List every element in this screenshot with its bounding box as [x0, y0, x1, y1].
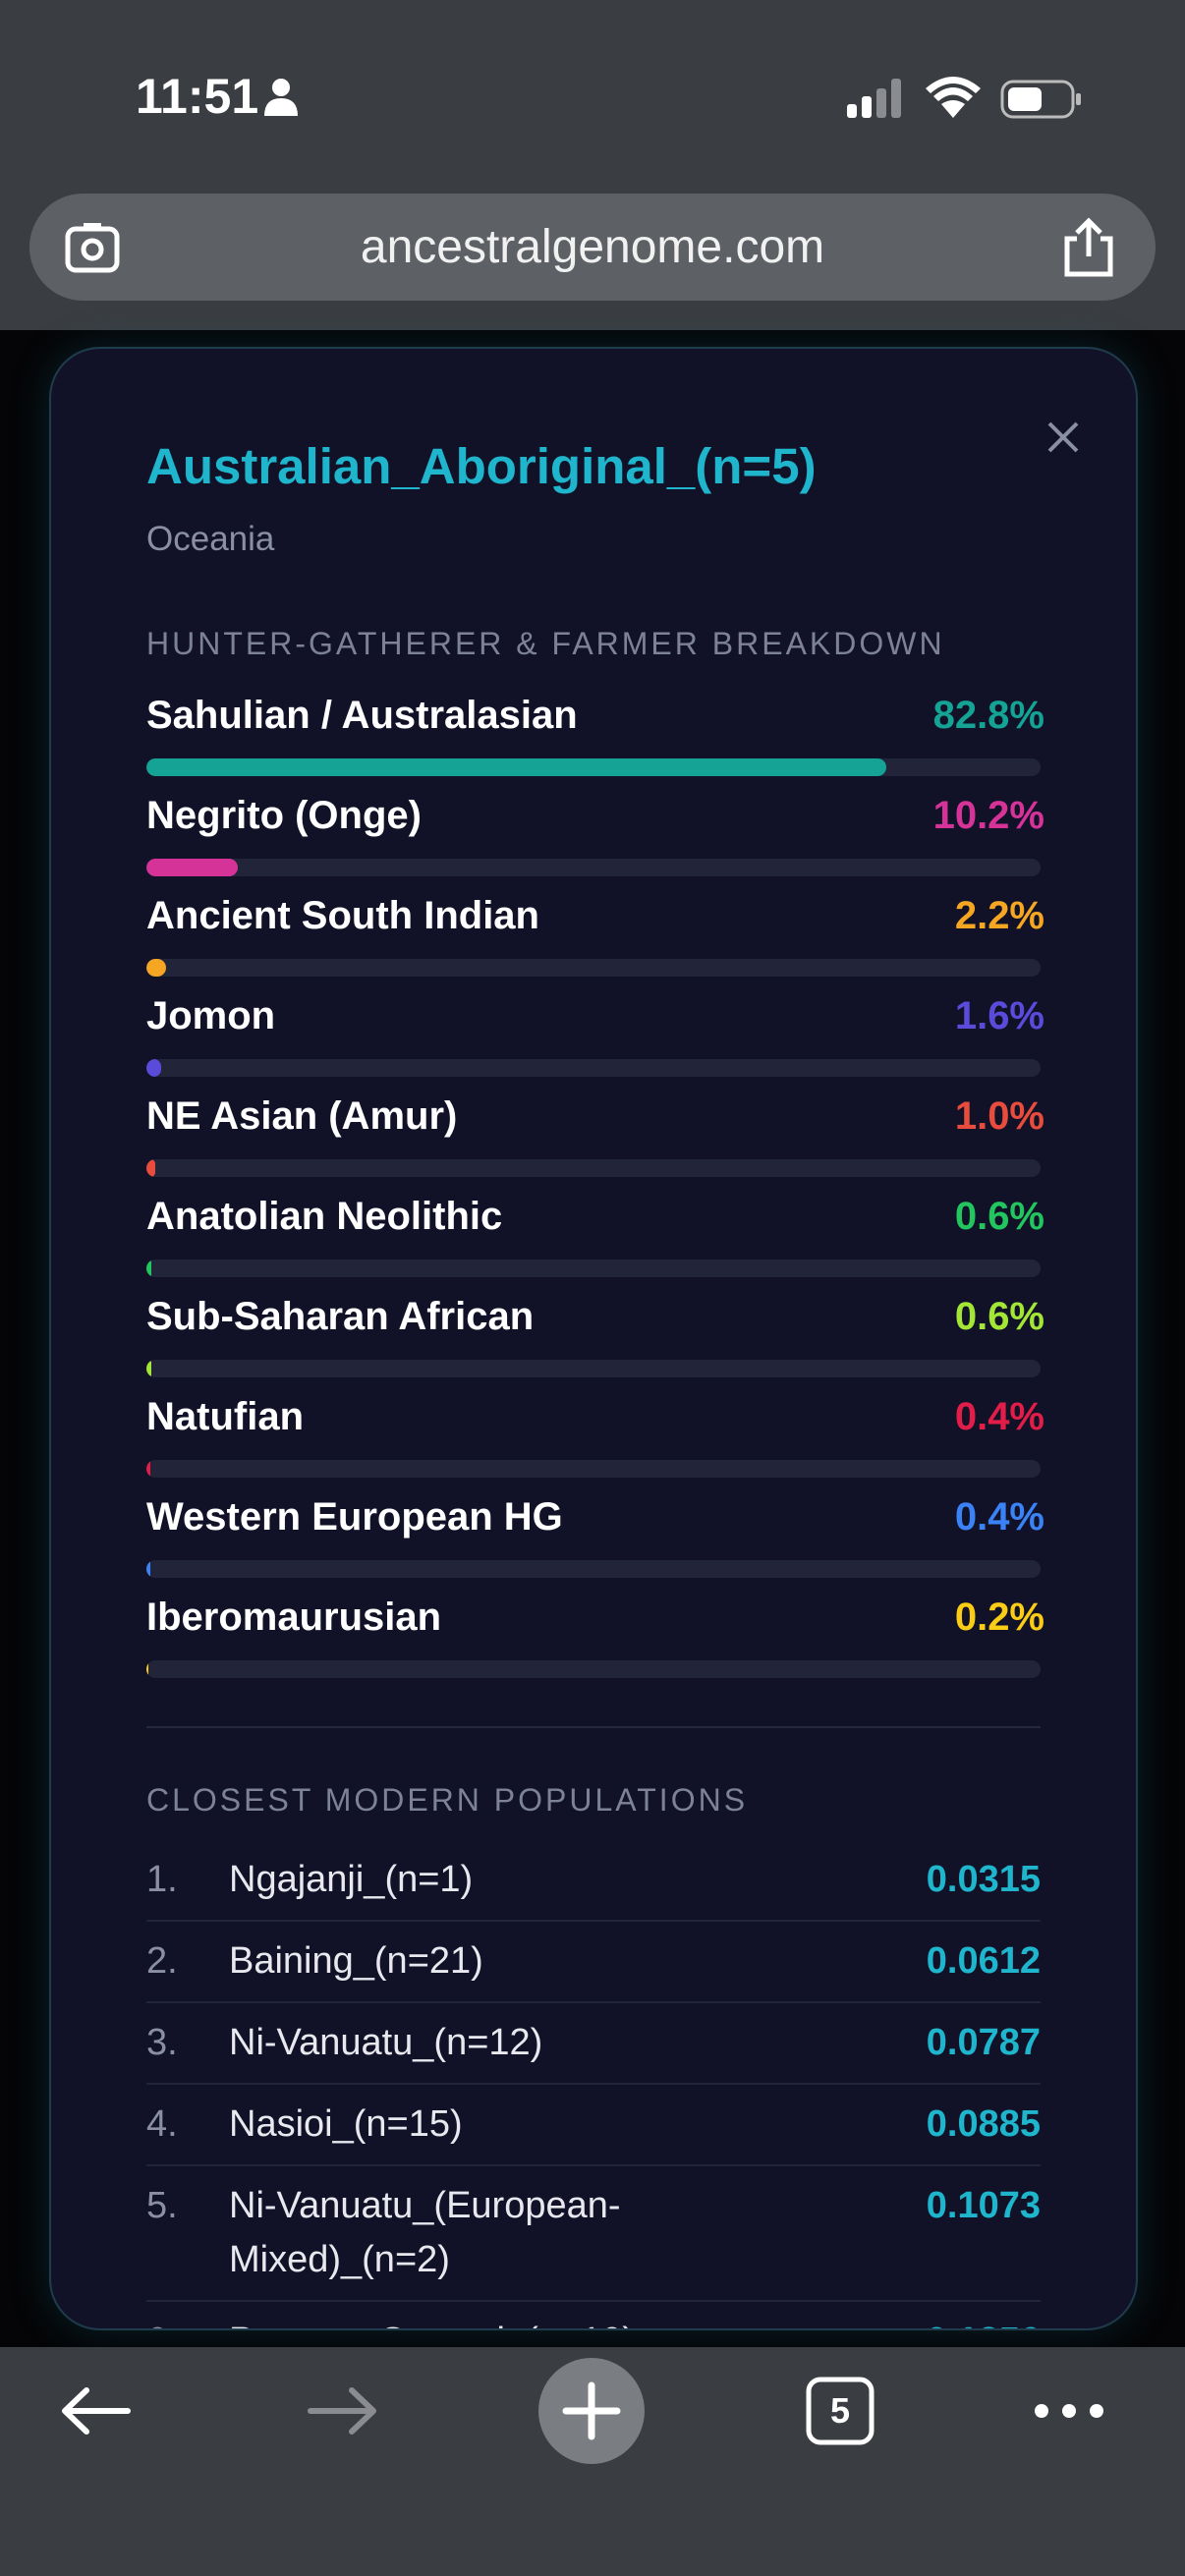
- ancestry-name: Jomon: [146, 994, 276, 1037]
- population-name: Papuan_Coastal_(n=10): [229, 2315, 691, 2328]
- status-time: 11:51: [136, 69, 259, 124]
- distance: 0.1256: [927, 2315, 1041, 2328]
- ancestry-bar: [146, 1660, 148, 1678]
- ancestry-percent: 10.2%: [932, 794, 1044, 837]
- ancestry-percent: 0.4%: [954, 1495, 1044, 1539]
- distance: 0.0787: [926, 2022, 1041, 2063]
- ancestry-bar: [146, 959, 167, 977]
- ancestry-name: Sahulian / Australasian: [146, 694, 578, 737]
- section-heading: HUNTER-GATHERER & FARMER BREAKDOWN: [146, 626, 945, 661]
- ancestry-bar: [146, 1059, 161, 1077]
- bar-track: [146, 859, 1041, 876]
- distance: 0.0885: [926, 2103, 1041, 2145]
- browser-top: 11:51 ancestralgenome.com: [0, 0, 1185, 330]
- rank: 3.: [146, 2022, 178, 2063]
- back-button[interactable]: [59, 2386, 132, 2436]
- bar-track: [146, 1560, 1041, 1578]
- tab-count[interactable]: 5: [829, 2390, 851, 2431]
- distance: 0.0315: [926, 1859, 1041, 1900]
- ancestry-name: Sub-Saharan African: [146, 1295, 535, 1338]
- rank: 4.: [146, 2103, 178, 2145]
- ancestry-percent: 1.6%: [954, 994, 1044, 1037]
- tabs-box[interactable]: [805, 2376, 875, 2446]
- panel-title: Australian_Aboriginal_(n=5): [146, 438, 817, 494]
- new-tab-button[interactable]: [538, 2358, 645, 2464]
- ancestry-bar: [146, 1560, 150, 1578]
- distance: 0.1073: [926, 2185, 1041, 2226]
- population-name: Baining_(n=21): [229, 1940, 483, 1982]
- ancestry-name: Ancient South Indian: [146, 894, 539, 937]
- url-text[interactable]: ancestralgenome.com: [360, 221, 825, 273]
- close-button[interactable]: [1044, 418, 1083, 457]
- population-row: 2. Baining_(n=21) 0.0612: [146, 1922, 1041, 2003]
- forward-button[interactable]: [307, 2386, 379, 2436]
- ancestry-bar: [146, 1159, 156, 1177]
- population-name: Ni-Vanuatu_(n=12): [229, 2022, 543, 2063]
- ancestry-name: Iberomaurusian: [146, 1596, 442, 1639]
- section-heading: CLOSEST MODERN POPULATIONS: [146, 1782, 749, 1818]
- lens-icon[interactable]: [64, 219, 121, 276]
- ancestry-name: Anatolian Neolithic: [146, 1195, 503, 1238]
- ancestry-name: Natufian: [146, 1395, 304, 1438]
- bar-track: [146, 1059, 1041, 1077]
- bar-track: [146, 1460, 1041, 1478]
- bar-track: [146, 1660, 1041, 1678]
- ancestry-percent: 0.6%: [954, 1195, 1044, 1238]
- bar-track: [146, 1159, 1041, 1177]
- ancestry-percent: 1.0%: [954, 1094, 1044, 1138]
- rank: 5.: [146, 2185, 178, 2226]
- distance: 0.0612: [926, 1940, 1041, 1982]
- population-name: Ni-Vanuatu_(European-Mixed)_(n=2): [229, 2185, 621, 2280]
- url-bar[interactable]: ancestralgenome.com: [29, 194, 1156, 301]
- bar-track: [146, 959, 1041, 977]
- share-icon[interactable]: [1061, 217, 1116, 278]
- bar-track: [146, 1260, 1041, 1277]
- rank: 2.: [146, 1940, 178, 1982]
- ancestry-percent: 0.4%: [954, 1395, 1044, 1438]
- ancestry-percent: 0.2%: [954, 1596, 1044, 1639]
- population-list: 1. Ngajanji_(n=1) 0.0315 2. Baining_(n=21) 0.…: [146, 1840, 1041, 2328]
- ancestry-name: NE Asian (Amur): [146, 1094, 458, 1138]
- ancestry-bar: [146, 758, 887, 776]
- population-panel: Australian_Aboriginal_(n=5) Oceania HUNT…: [49, 347, 1138, 2330]
- population-row: 3. Ni-Vanuatu_(n=12) 0.0787: [146, 2003, 1041, 2085]
- bar-track: [146, 758, 1041, 776]
- bar-track: [146, 1360, 1041, 1377]
- divider: [146, 1726, 1041, 1728]
- rank: 1.: [146, 1859, 178, 1900]
- ancestry-percent: 2.2%: [954, 894, 1044, 937]
- panel-subtitle: Oceania: [146, 520, 275, 558]
- rank: 6.: [146, 2315, 229, 2328]
- ancestry-name: Negrito (Onge): [146, 794, 422, 837]
- ancestry-bar: [146, 1360, 152, 1377]
- menu-button[interactable]: [1032, 2401, 1106, 2421]
- status-icons: [847, 77, 1081, 119]
- population-name: Ngajanji_(n=1): [229, 1859, 474, 1900]
- population-row: 6.Papuan_Coastal_(n=10) 0.1256: [146, 2302, 1041, 2328]
- ancestry-percent: 82.8%: [932, 694, 1044, 737]
- browser-toolbar: 5: [0, 2347, 1185, 2576]
- ancestry-bar: [146, 1260, 152, 1277]
- person-icon: [264, 79, 298, 116]
- ancestry-name: Western European HG: [146, 1495, 563, 1539]
- population-row: 5. Ni-Vanuatu_(European-Mixed)_(n=2) 0.107…: [146, 2166, 1041, 2302]
- ancestry-bar: [146, 1460, 150, 1478]
- population-name: Nasioi_(n=15): [229, 2103, 463, 2145]
- ancestry-percent: 0.6%: [954, 1295, 1044, 1338]
- ancestry-bar: [146, 859, 238, 876]
- population-row: 1. Ngajanji_(n=1) 0.0315: [146, 1840, 1041, 1922]
- population-row: 4. Nasioi_(n=15) 0.0885: [146, 2085, 1041, 2166]
